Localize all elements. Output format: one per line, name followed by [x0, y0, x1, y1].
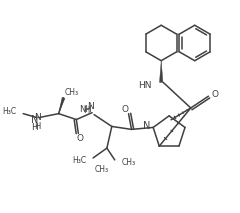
Text: N: N — [87, 102, 94, 111]
Text: H₃C: H₃C — [72, 156, 86, 166]
Text: HN: HN — [138, 81, 151, 90]
Text: CH₃: CH₃ — [95, 165, 109, 174]
Text: H₃C: H₃C — [2, 107, 16, 116]
Text: O: O — [77, 134, 84, 143]
Text: N: N — [30, 115, 38, 125]
Text: CH₃: CH₃ — [122, 158, 136, 167]
Text: CH₃: CH₃ — [64, 88, 78, 98]
Text: H: H — [34, 122, 40, 131]
Text: H: H — [31, 123, 38, 132]
Polygon shape — [59, 97, 65, 114]
Text: N: N — [143, 121, 150, 131]
Text: H: H — [83, 106, 89, 115]
Text: O: O — [121, 105, 128, 114]
Text: N: N — [34, 113, 41, 122]
Text: O: O — [212, 90, 219, 99]
Polygon shape — [160, 61, 163, 82]
Text: NH: NH — [79, 105, 92, 114]
